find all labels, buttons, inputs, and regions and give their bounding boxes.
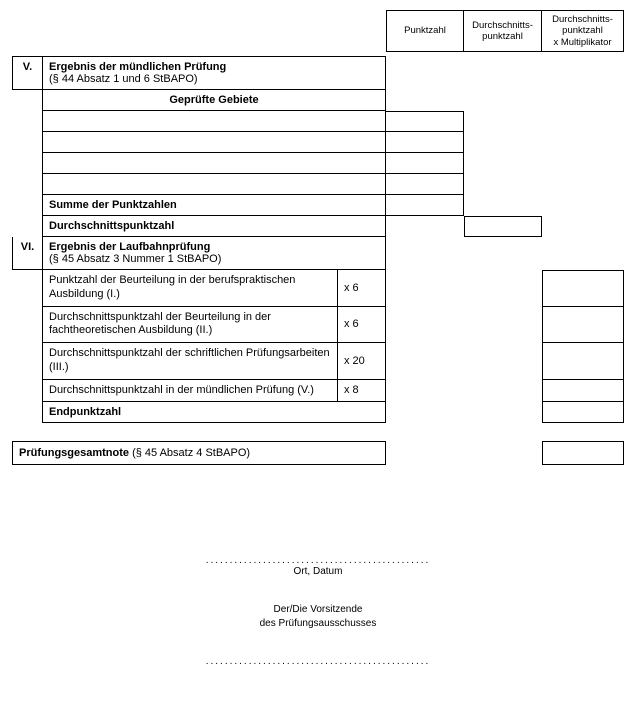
vi-res-4 — [542, 380, 624, 403]
header-dspm: Durchschnitts- punktzahl x Multiplikator — [542, 10, 624, 52]
vi-label-2: Durchschnittspunktzahl der Beurteilung i… — [42, 307, 338, 344]
area-row-2 — [42, 132, 624, 153]
area-row-3 — [42, 153, 624, 174]
vi-mult-1: x 6 — [338, 270, 386, 307]
end-value — [542, 402, 624, 423]
dsp-spacer — [386, 216, 464, 237]
vi-spacer-2 — [386, 307, 542, 344]
end-spacer — [386, 402, 542, 423]
vi-row-4: Durchschnittspunktzahl in der mündlichen… — [42, 380, 624, 403]
area-points-4 — [386, 174, 464, 195]
section-v-roman-text: V. — [23, 61, 32, 73]
final-row: Prüfungsgesamtnote (§ 45 Absatz 4 StBAPO… — [12, 441, 624, 465]
dsp-value — [464, 216, 542, 237]
sum-value — [386, 195, 464, 216]
section-v-body: Geprüfte Gebiete Summe der Punktzahlen D… — [42, 90, 624, 237]
signature-dots-1: ........................................… — [206, 555, 431, 566]
header-columns: Punktzahl Durchschnitts- punktzahl Durch… — [12, 10, 624, 52]
signature-dots-2-row: ........................................… — [12, 656, 624, 667]
section-v-subtitle: (§ 44 Absatz 1 und 6 StBAPO) — [49, 73, 198, 85]
vi-label-3: Durchschnittspunktzahl der schriftlichen… — [42, 343, 338, 380]
area-points-3 — [386, 153, 464, 174]
section-v-roman: V. — [12, 56, 42, 90]
sum-label: Summe der Punktzahlen — [42, 195, 386, 216]
dsp-row: Durchschnittspunktzahl — [42, 216, 624, 237]
vi-spacer-4 — [386, 380, 542, 403]
vi-row-1: Punktzahl der Beurteilung in der berufsp… — [42, 270, 624, 307]
vi-res-1 — [542, 270, 624, 307]
area-row-1 — [42, 111, 624, 132]
end-label: Endpunktzahl — [42, 402, 386, 423]
areas-header: Geprüfte Gebiete — [42, 90, 386, 111]
signature-dots-1-row: ........................................… — [12, 555, 624, 577]
vi-row-3: Durchschnittspunktzahl der schriftlichen… — [42, 343, 624, 380]
section-v-title: Ergebnis der mündlichen Prüfung (§ 44 Ab… — [42, 56, 386, 90]
vi-label-1: Punktzahl der Beurteilung in der berufsp… — [42, 270, 338, 307]
sum-row: Summe der Punktzahlen — [42, 195, 624, 216]
section-vi-roman: VI. — [12, 237, 42, 270]
area-points-1 — [386, 111, 464, 132]
vi-row-2: Durchschnittspunktzahl der Beurteilung i… — [42, 307, 624, 344]
vi-spacer-1 — [386, 270, 542, 307]
area-row-4 — [42, 174, 624, 195]
vi-end-row: Endpunktzahl — [42, 402, 624, 423]
chair-line-2: des Prüfungsausschusses — [260, 618, 377, 629]
section-vi-title: Ergebnis der Laufbahnprüfung (§ 45 Absat… — [42, 237, 386, 270]
area-name-2 — [42, 132, 386, 153]
section-v-title-row: V. Ergebnis der mündlichen Prüfung (§ 44… — [12, 56, 624, 90]
section-v-title-bold: Ergebnis der mündlichen Prüfung — [49, 61, 226, 73]
vi-mult-3: x 20 — [338, 343, 386, 380]
header-dsp: Durchschnitts- punktzahl — [464, 10, 542, 52]
dsp-label: Durchschnittspunktzahl — [42, 216, 386, 237]
area-name-1 — [42, 111, 386, 132]
vi-res-2 — [542, 307, 624, 344]
header-dspm-text: Durchschnitts- punktzahl x Multiplikator — [552, 14, 613, 48]
vi-label-4: Durchschnittspunktzahl in der mündlichen… — [42, 380, 338, 403]
vi-mult-2: x 6 — [338, 307, 386, 344]
area-name-3 — [42, 153, 386, 174]
area-points-2 — [386, 132, 464, 153]
chair-line-1: Der/Die Vorsitzende — [274, 604, 363, 615]
section-vi-body: Punktzahl der Beurteilung in der berufsp… — [42, 270, 624, 423]
section-vi-title-bold: Ergebnis der Laufbahnprüfung — [49, 241, 210, 253]
final-spacer — [386, 441, 542, 465]
chair-block: Der/Die Vorsitzende des Prüfungsausschus… — [12, 603, 624, 630]
signature-dots-2: ........................................… — [206, 656, 431, 667]
place-date-label: Ort, Datum — [294, 566, 343, 577]
header-punktzahl: Punktzahl — [386, 10, 464, 52]
vi-res-3 — [542, 343, 624, 380]
header-punktzahl-text: Punktzahl — [404, 25, 446, 36]
vi-mult-4: x 8 — [338, 380, 386, 403]
final-value — [542, 441, 624, 465]
section-vi-title-row: VI. Ergebnis der Laufbahnprüfung (§ 45 A… — [12, 237, 624, 270]
header-dsp-text: Durchschnitts- punktzahl — [472, 20, 533, 43]
area-name-4 — [42, 174, 386, 195]
section-vi-subtitle: (§ 45 Absatz 3 Nummer 1 StBAPO) — [49, 253, 221, 265]
final-rest: (§ 45 Absatz 4 StBAPO) — [129, 447, 250, 459]
final-bold: Prüfungsgesamtnote — [19, 447, 129, 459]
final-label: Prüfungsgesamtnote (§ 45 Absatz 4 StBAPO… — [12, 441, 386, 465]
vi-spacer-3 — [386, 343, 542, 380]
section-vi-roman-text: VI. — [21, 241, 34, 253]
